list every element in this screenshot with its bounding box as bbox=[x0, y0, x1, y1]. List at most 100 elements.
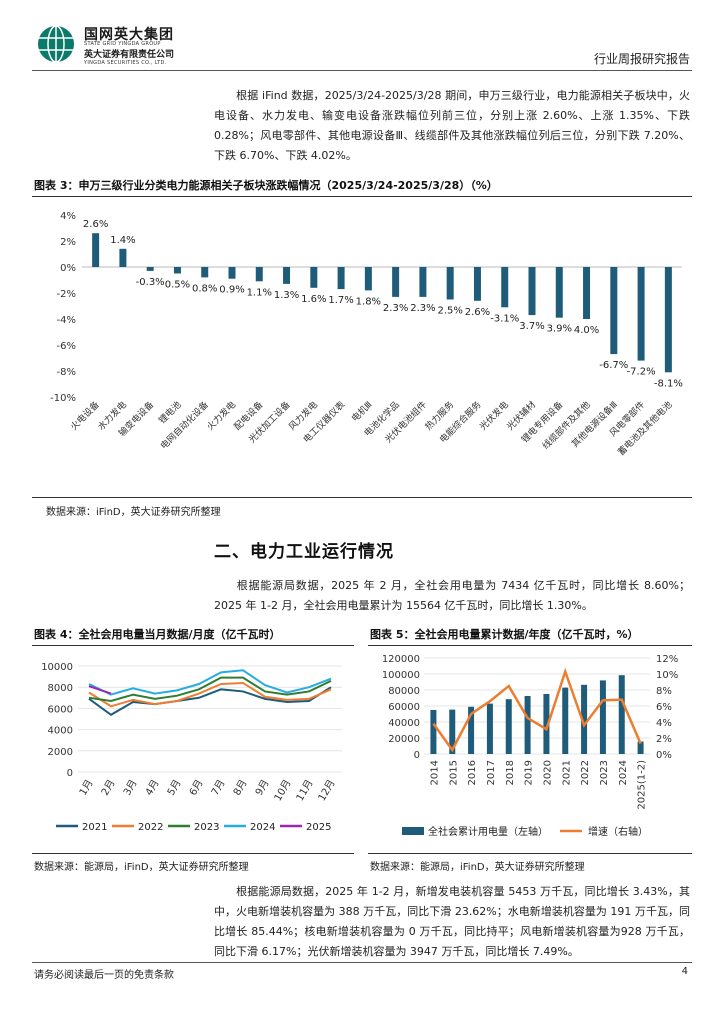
fig5-top-rule bbox=[368, 645, 692, 646]
fig3-data-label: 0.5% bbox=[165, 280, 190, 291]
fig3-x-tick-label: 其他电源设备Ⅲ bbox=[569, 399, 620, 450]
fig4-series-line-2025 bbox=[88, 685, 112, 695]
fig5-x-tick-label: 2020 bbox=[542, 760, 553, 785]
paragraph-sector-performance: 根据 iFind 数据，2025/3/24-2025/3/28 期间，申万三级行… bbox=[214, 89, 690, 162]
fig5-bar bbox=[468, 706, 475, 754]
fig5-bar bbox=[562, 687, 569, 754]
fig5-x-tick-label: 2016 bbox=[467, 760, 478, 785]
fig5-bar bbox=[618, 675, 625, 754]
fig3-bar bbox=[283, 267, 291, 284]
fig3-bar bbox=[555, 267, 563, 318]
fig3-bar bbox=[392, 267, 400, 297]
fig3-data-label: 1.4% bbox=[110, 235, 135, 246]
footer-disclaimer: 请务必阅读最后一页的免责条款 bbox=[34, 970, 174, 981]
paragraph-electricity-consumption: 根据能源局数据，2025 年 2 月，全社会用电量为 7434 亿千瓦时，同比增… bbox=[214, 579, 690, 612]
fig3-top-rule bbox=[32, 196, 692, 197]
fig3-data-label: 3.7% bbox=[519, 321, 544, 332]
fig4-x-tick-label: 3月 bbox=[121, 778, 140, 798]
fig5-y-left-tick-label: 100000 bbox=[382, 670, 420, 681]
fig3-bar bbox=[255, 267, 263, 282]
fig3-bar-chart: 4%2%0%-2%-4%-6%-8%-10%2.6%火电设备1.4%水力发电-0… bbox=[50, 211, 683, 458]
fig3-bar bbox=[92, 233, 100, 267]
fig3-bar bbox=[228, 267, 236, 279]
fig5-y-left-tick-label: 80000 bbox=[388, 686, 420, 697]
fig3-data-label: 3.9% bbox=[547, 324, 572, 335]
fig3-y-tick-label: -8% bbox=[57, 367, 76, 378]
fig3-bar bbox=[664, 267, 672, 373]
fig3-bar bbox=[610, 267, 618, 355]
fig5-bar bbox=[449, 709, 456, 754]
fig5-x-tick-label: 2025(1-2) bbox=[637, 760, 648, 810]
fig3-data-label: 2.3% bbox=[410, 303, 435, 314]
fig3-data-label: -3.1% bbox=[490, 313, 519, 324]
fig5-x-tick-label: 2021 bbox=[561, 760, 572, 785]
fig4-y-tick-label: 2000 bbox=[48, 747, 73, 758]
fig3-title: 图表 3：申万三级行业分类电力能源相关子板块涨跌幅情况（2025/3/24-20… bbox=[34, 179, 498, 192]
fig3-y-tick-label: 0% bbox=[60, 263, 76, 274]
fig5-y-right-tick-label: 12% bbox=[656, 654, 678, 665]
fig5-x-tick-label: 2022 bbox=[580, 760, 591, 785]
fig5-combo-chart: 120000 100000 80000 60000 40000 20000 0 12% 10% 8… bbox=[382, 654, 678, 838]
fig3-bottom-rule bbox=[32, 497, 692, 498]
fig5-x-tick-label: 2019 bbox=[524, 760, 535, 785]
fig3-bar bbox=[364, 267, 372, 291]
page-number: 4 bbox=[681, 966, 688, 977]
fig3-bar bbox=[146, 267, 154, 271]
fig3-data-label: 2.5% bbox=[437, 306, 462, 317]
fig3-bar bbox=[637, 267, 645, 361]
fig4-x-tick-label: 11月 bbox=[294, 778, 316, 804]
fig4-series-line-2023 bbox=[88, 676, 332, 703]
section-title: 二、电力工业运行情况 bbox=[214, 542, 394, 562]
fig4-x-tick-label: 2月 bbox=[99, 778, 118, 798]
fig4-legend-label: 2024 bbox=[250, 822, 275, 833]
fig3-bar bbox=[473, 267, 481, 301]
fig3-x-tick-label: 电网自动化设备 bbox=[158, 399, 211, 452]
fig3-bar bbox=[310, 267, 318, 288]
fig5-y-left-tick-label: 60000 bbox=[388, 702, 420, 713]
fig4-x-tick-label: 9月 bbox=[253, 778, 272, 798]
fig5-x-tick-label: 2014 bbox=[429, 760, 440, 785]
fig3-y-tick-label: -6% bbox=[57, 341, 76, 352]
fig5-y-right-tick-label: 2% bbox=[656, 734, 672, 745]
fig5-x-tick-label: 2024 bbox=[618, 760, 629, 785]
fig5-legend-bar-label: 全社会累计用电量（左轴） bbox=[428, 825, 548, 838]
fig3-data-label: 1.7% bbox=[328, 295, 353, 306]
fig5-y-right-tick-label: 8% bbox=[656, 686, 672, 697]
fig5-title: 图表 5：全社会用电量累计数据/年度（亿千瓦时，%） bbox=[370, 628, 639, 641]
fig4-legend-label: 2021 bbox=[82, 822, 107, 833]
fig3-bar bbox=[583, 267, 591, 319]
paragraph-installed-capacity: 根据能源局数据，2025 年 1-2 月，新增发电装机容量 5453 万千瓦，同… bbox=[214, 885, 690, 958]
fig4-y-tick-label: 6000 bbox=[48, 704, 73, 715]
fig3-y-tick-label: 4% bbox=[60, 211, 76, 222]
fig5-x-tick-label: 2017 bbox=[486, 760, 497, 785]
fig4-source: 数据来源：能源局，iFinD，英大证券研究所整理 bbox=[34, 862, 249, 873]
fig3-data-label: 1.6% bbox=[301, 294, 326, 305]
fig3-bar bbox=[419, 267, 427, 297]
fig4-legend-label: 2022 bbox=[138, 822, 163, 833]
fig5-bar bbox=[543, 694, 550, 754]
fig3-data-label: 1.1% bbox=[247, 287, 272, 298]
fig4-x-tick-label: 8月 bbox=[231, 778, 250, 798]
fig3-data-label: -6.7% bbox=[599, 360, 628, 371]
fig5-x-tick-label: 2018 bbox=[505, 760, 516, 785]
fig3-data-label: 2.6% bbox=[465, 307, 490, 318]
fig5-y-left-tick-label: 40000 bbox=[388, 718, 420, 729]
fig3-data-label: 4.0% bbox=[574, 325, 599, 336]
fig3-y-tick-label: -2% bbox=[57, 289, 76, 300]
fig4-y-tick-label: 10000 bbox=[41, 662, 73, 673]
fig3-data-label: -7.2% bbox=[627, 367, 656, 378]
fig4-x-tick-label: 7月 bbox=[209, 778, 228, 798]
fig4-y-tick-label: 4000 bbox=[48, 726, 73, 737]
fig3-bar bbox=[337, 267, 345, 290]
fig3-y-tick-label: 2% bbox=[60, 237, 76, 248]
fig5-source: 数据来源：能源局，iFinD，英大证券研究所整理 bbox=[370, 862, 585, 873]
footer-divider bbox=[32, 962, 692, 963]
fig5-legend-line-label: 增速（右轴） bbox=[588, 825, 648, 838]
fig3-data-label: 1.8% bbox=[356, 296, 381, 307]
fig3-data-label: 2.3% bbox=[383, 303, 408, 314]
fig3-x-tick-label: 锂电池 bbox=[156, 399, 184, 427]
fig5-y-left-tick-label: 120000 bbox=[382, 654, 420, 665]
brand-subsidiary: 英大证券有限责任公司 bbox=[84, 50, 175, 60]
fig3-bar bbox=[173, 267, 181, 274]
brand-name-en: STATE GRID YINGDA GROUP bbox=[84, 41, 161, 47]
